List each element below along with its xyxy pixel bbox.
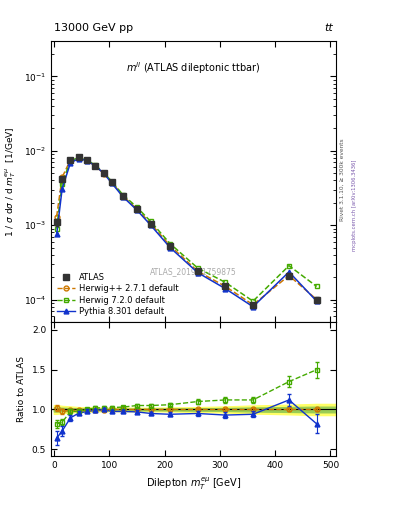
Y-axis label: Ratio to ATLAS: Ratio to ATLAS (17, 356, 26, 422)
Text: ATLAS_2019_I1759875: ATLAS_2019_I1759875 (150, 267, 237, 276)
Text: mcplots.cern.ch [arXiv:1306.3436]: mcplots.cern.ch [arXiv:1306.3436] (352, 159, 357, 250)
Text: tt: tt (324, 23, 333, 33)
Y-axis label: 1 / $\sigma$ d$\sigma$ / d $m_T^{e\mu}$  [1/GeV]: 1 / $\sigma$ d$\sigma$ / d $m_T^{e\mu}$ … (3, 126, 18, 237)
Text: 13000 GeV pp: 13000 GeV pp (54, 23, 133, 33)
Text: $m^{ll}$ (ATLAS dileptonic ttbar): $m^{ll}$ (ATLAS dileptonic ttbar) (126, 60, 261, 76)
Legend: ATLAS, Herwig++ 2.7.1 default, Herwig 7.2.0 default, Pythia 8.301 default: ATLAS, Herwig++ 2.7.1 default, Herwig 7.… (53, 269, 182, 319)
X-axis label: Dilepton $m_T^{e\mu}$ [GeV]: Dilepton $m_T^{e\mu}$ [GeV] (146, 475, 241, 492)
Text: Rivet 3.1.10, ≥ 300k events: Rivet 3.1.10, ≥ 300k events (340, 138, 345, 221)
